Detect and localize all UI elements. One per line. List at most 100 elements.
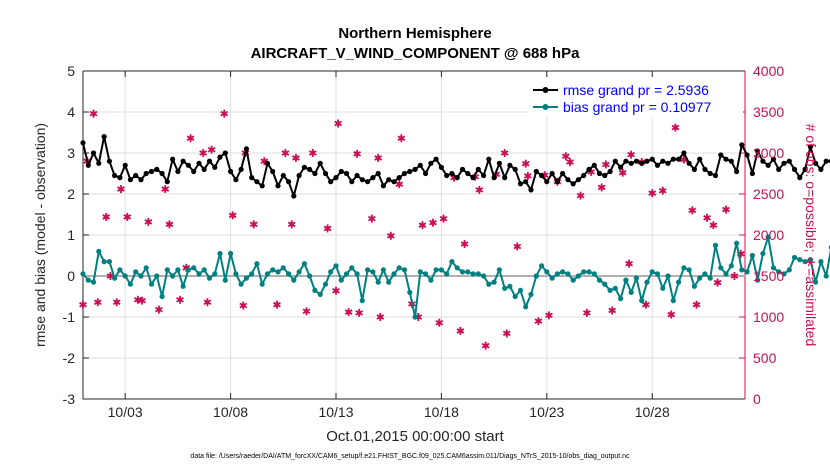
bias-point [760,250,766,257]
rmse-point [243,146,249,152]
obs-marker-core [388,233,394,239]
obs-assimilated-marker [627,150,636,159]
obs-assimilated-marker [239,301,248,310]
bias-point [148,281,155,287]
bias-point [201,267,207,273]
obs-marker-core [477,187,482,193]
bias-point [618,296,624,302]
obs-marker-core [167,222,172,227]
rmse-point [322,170,329,177]
rmse-point [180,158,186,164]
rmse-point [343,170,350,177]
rmse-point [691,166,698,172]
rmse-point [85,162,91,168]
rmse-point [80,140,86,146]
rmse-point [813,160,819,166]
obs-assimilated-marker [374,153,383,162]
bias-point [307,273,313,279]
rmse-point [575,177,582,183]
obs-marker-core [515,244,520,249]
obs-marker-core [325,226,330,231]
rmse-point [786,158,792,164]
rmse-point [618,164,624,170]
rmse-point [106,158,112,164]
bias-point [338,277,344,283]
obs-assimilated-marker [207,145,216,154]
rmse-point [170,156,176,162]
obs-marker-core [369,216,375,221]
rmse-point [386,177,392,183]
bias-point [686,267,692,273]
bias-point [539,263,545,269]
obs-marker-core [156,307,162,312]
obs-assimilated-marker [302,307,311,316]
rmse-point [602,172,608,179]
obs-assimilated-marker [625,259,633,268]
rmse-point [391,179,397,185]
obs-assimilated-marker [355,308,364,317]
obs-assimilated-marker [165,220,174,229]
bias-point [254,261,260,267]
obs-marker-core [437,320,442,325]
obs-marker-core [462,241,467,247]
rmse-point [517,181,524,187]
bias-point [380,267,386,273]
bias-point [286,271,292,277]
obs-marker-core [458,328,463,334]
obs-assimilated-marker [112,298,121,307]
rmse-point [560,170,566,177]
bias-point [570,277,576,283]
rmse-point [712,172,719,179]
bias-point [444,271,450,277]
bias-point [734,240,740,246]
x-tick-label: 10/28 [635,404,670,420]
obs-assimilated-marker [500,149,509,157]
obs-marker-core [504,331,509,336]
bias-point [554,271,561,277]
obs-marker-core [628,152,634,157]
axes [82,70,746,400]
obs-marker-core [441,216,446,221]
bias-point [164,267,170,273]
bias-point [291,277,297,283]
rmse-point [728,158,734,164]
bias-point [249,271,255,277]
obs-assimilated-marker [709,221,718,230]
rmse-point [233,177,239,183]
rmse-point [296,172,302,179]
bias-point [454,265,460,271]
obs-assimilated-marker [523,171,532,180]
obs-assimilated-marker [667,310,676,319]
rmse-point [380,183,386,189]
obs-assimilated-marker [618,168,627,177]
bias-point [264,271,271,277]
rmse-point [639,160,645,166]
rmse-point [370,175,376,181]
obs-marker-core [354,151,360,157]
rmse-point [581,172,587,179]
obs-assimilated-marker [292,153,300,162]
bias-point [85,277,91,283]
rmse-point [491,175,497,181]
rmse-point [686,160,692,166]
obs-marker-core [430,220,436,225]
obs-marker-core [704,215,710,220]
x-tick-label: 10/23 [529,404,564,420]
bias-point [507,283,513,289]
bias-point [512,293,518,300]
obs-assimilated-marker [281,149,290,157]
rmse-point [596,170,603,177]
obs-marker-core [567,159,573,165]
bias-point [396,265,402,271]
obs-assimilated-marker [534,317,543,326]
obs-marker-core [205,300,210,305]
rmse-point [739,142,745,148]
bias-point [80,271,86,277]
rmse-point [496,160,502,166]
rmse-point [264,160,271,166]
bias-point [106,259,112,265]
bias-point [112,275,118,281]
obs-assimilated-marker [102,212,111,221]
rmse-point [175,168,181,175]
bias-point [486,281,492,287]
